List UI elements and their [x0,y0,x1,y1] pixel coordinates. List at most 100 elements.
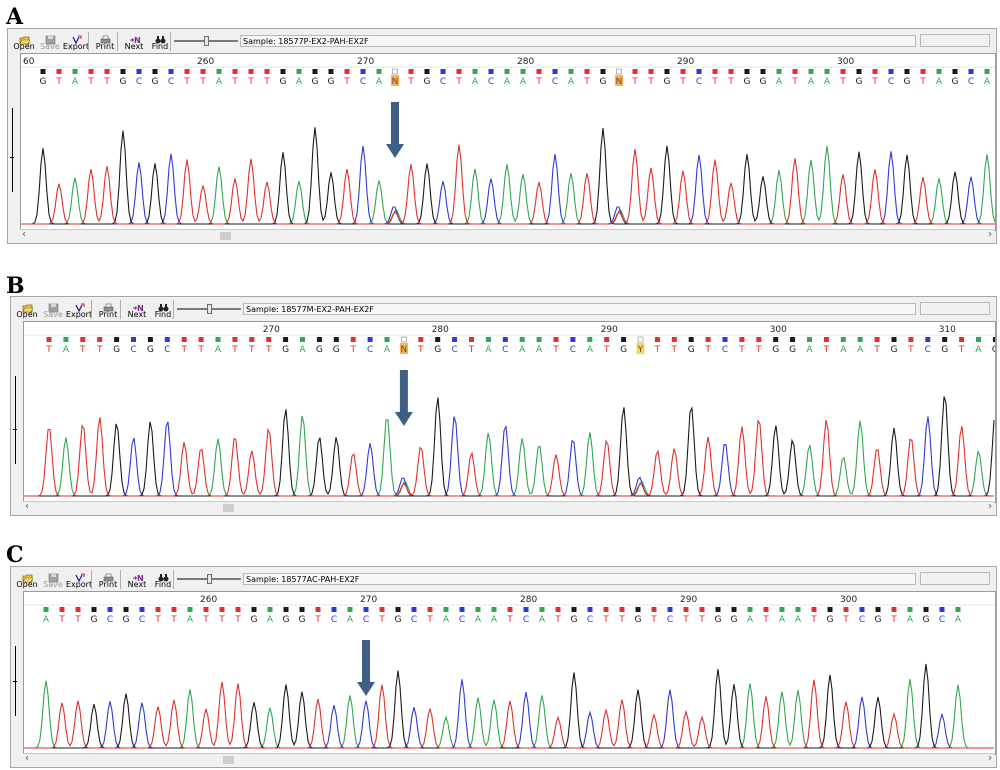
next-button[interactable]: N Next [121,29,147,53]
quality-marker [136,69,142,74]
base-call: C [552,77,558,87]
quality-marker [648,69,654,74]
base-call: T [199,77,206,87]
horizontal-scrollbar[interactable]: ‹ › [23,501,994,513]
slider-thumb[interactable] [204,36,209,46]
base-call: A [539,615,546,625]
quality-marker [131,337,136,342]
quality-marker [568,69,574,74]
base-call: G [688,345,695,355]
base-call: T [762,615,769,625]
base-call: T [727,77,734,87]
quality-marker [712,69,718,74]
base-call: G [875,615,882,625]
chromatogram-view[interactable]: 270280290300310320TATTGCGCTTATTTGAGGTCAN… [23,321,996,503]
ruler-label: 310 [939,325,956,335]
open-button[interactable]: Open [14,567,40,591]
base-call: G [312,77,319,87]
toolbar-separator [173,570,174,589]
save-button[interactable]: Save [37,29,63,53]
base-call: A [216,77,223,87]
toolbar-separator [120,300,121,319]
scroll-thumb[interactable] [223,504,234,512]
zoom-slider[interactable] [174,36,238,46]
save-label: Save [43,310,63,319]
quality-marker [552,69,558,74]
save-button[interactable]: Save [40,297,66,321]
find-label: Find [154,310,172,319]
scroll-right-icon[interactable]: › [988,229,992,240]
quality-marker [699,607,705,612]
find-button[interactable]: Find [150,297,176,321]
quality-marker [139,607,145,612]
quality-marker [267,607,273,612]
scroll-left-icon[interactable]: ‹ [25,753,29,764]
quality-marker [872,69,878,74]
quality-marker [452,337,458,342]
ruler-label: 290 [601,325,618,335]
quality-marker [424,69,430,74]
export-button[interactable]: Export [63,29,89,53]
export-button[interactable]: Export [66,297,92,321]
slider-thumb[interactable] [207,574,212,584]
next-button[interactable]: N Next [124,297,150,321]
scroll-left-icon[interactable]: ‹ [25,501,29,512]
chromatogram-view[interactable]: 260 270 280 290 300 60 G T A T T G C G C T T A T T T G A G G T C A N… [20,53,996,231]
scroll-right-icon[interactable]: › [988,753,992,764]
zoom-slider[interactable] [177,304,241,314]
sample-name: Sample: 18577M-EX2-PAH-EX2F [243,303,916,315]
base-call: T [180,345,187,355]
variant-arrow [357,640,375,696]
quality-marker [651,607,657,612]
quality-marker [637,336,644,343]
quality-marker [891,337,897,342]
quality-marker [283,337,289,342]
ruler-label: 300 [840,595,857,605]
base-call: T [103,77,110,87]
base-call: A [519,345,526,355]
scroll-thumb[interactable] [220,232,231,240]
viewer-window-b: Open Save Export Print N Next Find Sample: 1857… [10,296,997,516]
chromatogram-view[interactable]: 260270280290300310ATTGCGCTTATTTGAGGTCACT… [23,591,996,755]
scroll-thumb[interactable] [223,756,234,764]
base-call: T [671,345,678,355]
quality-marker [59,607,65,612]
export-button[interactable]: Export [66,567,92,591]
open-button[interactable]: Open [14,297,40,321]
floppy-icon [48,303,59,313]
ruler-label: 280 [520,595,537,605]
base-call: A [568,77,575,87]
slider-thumb[interactable] [207,304,212,314]
next-button[interactable]: N Next [124,567,150,591]
quality-marker [843,607,849,612]
quality-marker [427,607,433,612]
horizontal-scrollbar[interactable]: ‹ › [20,229,994,241]
quality-marker [739,337,745,342]
scroll-right-icon[interactable]: › [988,501,992,512]
save-button[interactable]: Save [40,567,66,591]
print-button[interactable]: Print [95,297,121,321]
print-button[interactable]: Print [95,567,121,591]
quality-marker [88,69,94,74]
open-label: Open [16,310,38,319]
base-call: T [654,345,661,355]
base-call: C [440,77,446,87]
quality-marker [968,69,974,74]
scroll-left-icon[interactable]: ‹ [22,229,26,240]
next-n-icon: N [133,304,144,313]
toolbar-separator [173,300,174,319]
base-call: T [170,615,177,625]
quality-marker [120,69,126,74]
find-button[interactable]: Find [150,567,176,591]
base-call: A [299,345,306,355]
base-call: A [936,77,943,87]
find-button[interactable]: Find [147,29,173,53]
quality-marker [296,69,302,74]
open-button[interactable]: Open [11,29,37,53]
base-call: G [113,345,120,355]
quality-marker [760,69,766,74]
zoom-slider[interactable] [177,574,241,584]
horizontal-scrollbar[interactable]: ‹ › [23,753,994,765]
base-call: G [120,77,127,87]
print-button[interactable]: Print [92,29,118,53]
